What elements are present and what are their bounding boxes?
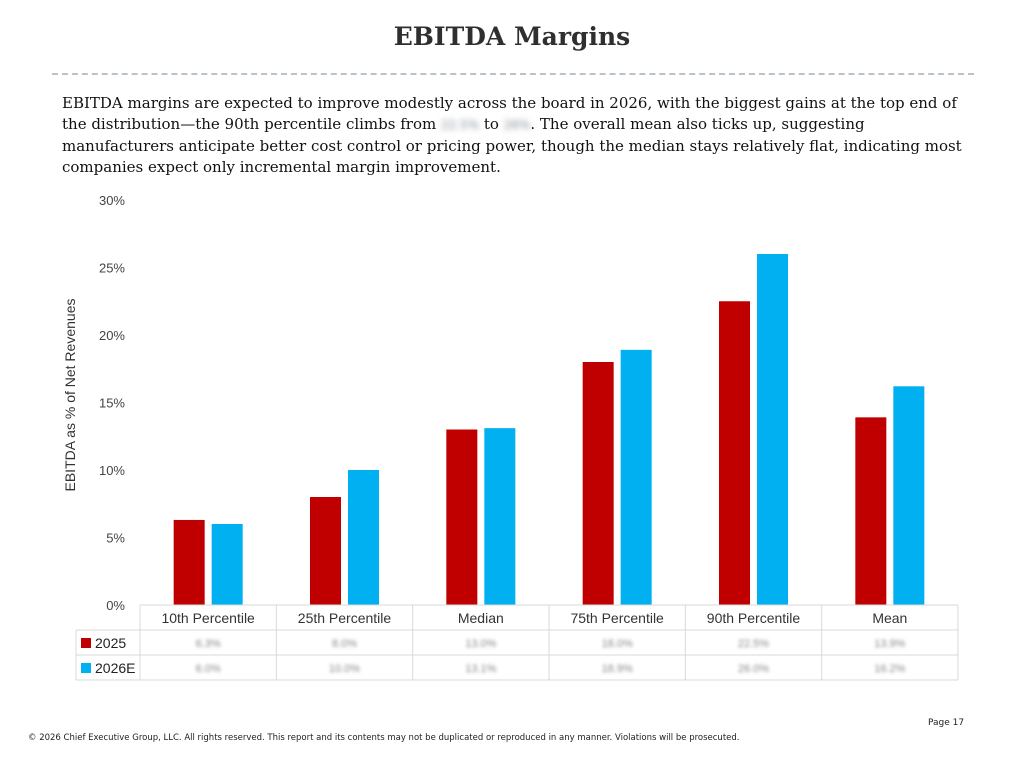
intro-text-end: . The overall mean also ticks up, sugges… (62, 115, 962, 176)
x-category-label: Mean (872, 610, 907, 626)
page-number: Page 17 (928, 718, 965, 728)
x-category-label: 10th Percentile (161, 610, 255, 626)
bar-2025-1 (173, 519, 205, 605)
table-value-2025: 6.3% (196, 638, 221, 650)
table-value-2025: 8.0% (332, 638, 357, 650)
bar-2025-2 (310, 497, 341, 605)
table-value-2026e: 18.9% (602, 663, 633, 675)
y-tick-label: 20% (99, 328, 125, 343)
bar-2025-6 (855, 417, 887, 605)
intro-value-from: 22.5% (440, 118, 480, 132)
y-tick-label: 15% (99, 396, 125, 411)
legend-label-2025: 2025 (95, 635, 126, 651)
y-tick-label: 5% (106, 531, 125, 546)
chart-bars (173, 254, 925, 605)
legend-swatch-2026e (81, 663, 91, 673)
table-value-2026e: 26.0% (738, 663, 769, 675)
table-value-2026e: 16.2% (874, 663, 905, 675)
table-value-2026e: 10.0% (329, 663, 360, 675)
title-divider (52, 73, 974, 75)
bar-2025-5 (719, 301, 750, 605)
y-tick-label: 0% (106, 598, 125, 613)
table-value-2026e: 6.0% (196, 663, 221, 675)
intro-paragraph: EBITDA margins are expected to improve m… (62, 93, 962, 178)
bar-2026e-1 (211, 524, 243, 605)
y-tick-label: 30% (99, 193, 125, 208)
copyright-footer: © 2026 Chief Executive Group, LLC. All r… (28, 733, 740, 743)
x-category-label: Median (458, 610, 504, 626)
x-category-label: 90th Percentile (707, 610, 801, 626)
table-value-2025: 13.0% (465, 638, 496, 650)
table-value-2025: 13.9% (874, 638, 905, 650)
ebitda-bar-chart: 0% 5% 10% 15% 20% 25% 30% 10th Percentile 6.3% 6… (75, 193, 959, 681)
legend-swatch-2025 (81, 638, 91, 648)
y-axis-ticks: 0% 5% 10% 15% 20% 25% 30% (99, 193, 125, 613)
bar-2025-3 (446, 429, 478, 605)
x-category-label: 75th Percentile (570, 610, 664, 626)
bar-2026e-2 (348, 470, 379, 605)
bar-2026e-6 (893, 386, 925, 605)
table-value-2026e: 13.1% (465, 663, 496, 675)
legend-label-2026e: 2026E (95, 660, 135, 676)
y-tick-label: 25% (99, 261, 125, 276)
x-category-label: 25th Percentile (298, 610, 392, 626)
table-value-2025: 18.0% (602, 638, 633, 650)
intro-value-to: 26% (503, 118, 531, 132)
data-table: 10th Percentile 6.3% 6.0% 25th Percentile 8.… (75, 604, 959, 681)
bar-2026e-4 (620, 349, 652, 605)
page-title: EBITDA Margins (393, 22, 631, 51)
bar-2026e-3 (484, 428, 516, 605)
table-value-2025: 22.5% (738, 638, 769, 650)
bar-2026e-5 (757, 254, 788, 605)
bar-2025-4 (582, 362, 614, 605)
intro-text-middle: to (479, 115, 504, 133)
y-tick-label: 10% (99, 463, 125, 478)
intro-text-start: EBITDA margins are expected to improve m… (62, 94, 957, 133)
